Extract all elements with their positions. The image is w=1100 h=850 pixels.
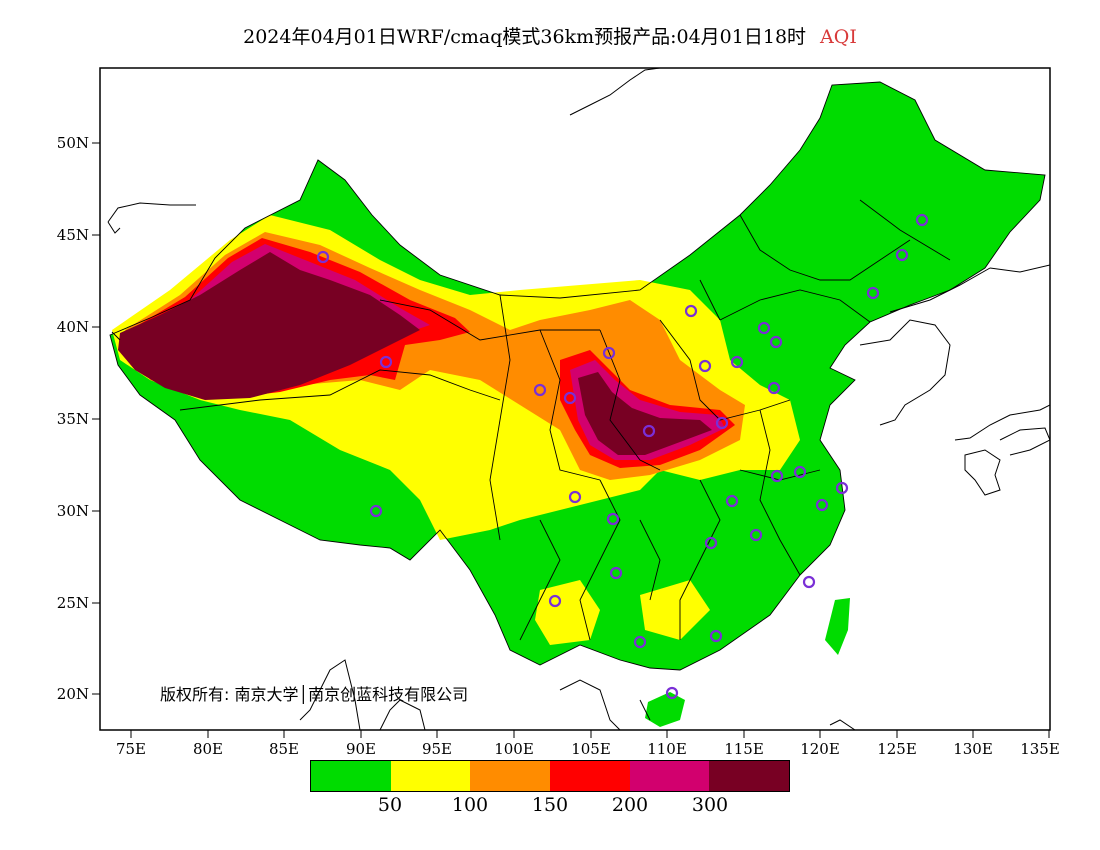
city-marker bbox=[642, 424, 656, 438]
lat-label: 35N bbox=[57, 410, 89, 428]
city-marker bbox=[757, 321, 771, 335]
legend-swatch bbox=[390, 761, 471, 791]
legend-label: 200 bbox=[611, 794, 649, 816]
city-marker bbox=[866, 286, 880, 300]
city-marker bbox=[767, 381, 781, 395]
city-marker bbox=[548, 594, 562, 608]
city-marker bbox=[316, 250, 330, 264]
region-hazardous-central bbox=[578, 372, 712, 455]
coastlines bbox=[107, 68, 1050, 730]
city-marker bbox=[609, 566, 623, 580]
legend-swatch bbox=[311, 761, 391, 791]
lat-label: 40N bbox=[57, 318, 89, 336]
region-moderate-southeast bbox=[640, 580, 710, 640]
aqi-map: 50N 45N 40N 35N 30N 25N 20N 75E 80E 85E … bbox=[57, 67, 1060, 758]
lat-label: 25N bbox=[57, 594, 89, 612]
lon-labels: 75E 80E 85E 90E 95E 100E 105E 110E 115E … bbox=[116, 740, 1060, 758]
taiwan-island bbox=[825, 598, 850, 655]
city-marker bbox=[602, 346, 616, 360]
legend-label: 300 bbox=[691, 794, 729, 816]
city-marker bbox=[665, 686, 679, 700]
province-borders bbox=[109, 81, 1046, 671]
city-marker bbox=[802, 575, 816, 589]
legend-swatch bbox=[550, 761, 630, 791]
city-marker bbox=[684, 304, 698, 318]
color-legend bbox=[310, 760, 790, 792]
city-marker bbox=[533, 383, 547, 397]
city-marker bbox=[769, 335, 783, 349]
legend-label: 50 bbox=[377, 794, 403, 816]
lon-label: 135E bbox=[1020, 740, 1060, 758]
city-marker bbox=[835, 481, 849, 495]
city-marker bbox=[698, 359, 712, 373]
lat-label: 50N bbox=[57, 134, 89, 152]
lon-ticks bbox=[130, 730, 1050, 738]
lon-label: 125E bbox=[877, 740, 917, 758]
city-marker bbox=[895, 248, 909, 262]
lon-label: 80E bbox=[193, 740, 223, 758]
legend-label: 150 bbox=[531, 794, 569, 816]
lon-label: 95E bbox=[422, 740, 452, 758]
city-marker bbox=[770, 469, 784, 483]
city-marker bbox=[709, 629, 723, 643]
city-marker bbox=[568, 490, 582, 504]
lon-label: 110E bbox=[647, 740, 687, 758]
map-frame bbox=[99, 67, 1051, 731]
lat-label: 30N bbox=[57, 502, 89, 520]
copyright-text: 版权所有: 南京大学│南京创蓝科技有限公司 bbox=[160, 685, 469, 704]
lon-label: 120E bbox=[800, 740, 840, 758]
legend-swatch bbox=[709, 761, 790, 791]
hainan-island bbox=[645, 692, 685, 727]
title-variable: AQI bbox=[820, 26, 857, 48]
city-marker bbox=[606, 512, 620, 526]
city-marker bbox=[793, 465, 807, 479]
region-hazardous bbox=[118, 252, 420, 400]
city-marker bbox=[563, 391, 577, 405]
city-marker bbox=[815, 498, 829, 512]
city-marker bbox=[915, 213, 929, 227]
lat-ticks bbox=[92, 142, 100, 695]
city-marker bbox=[749, 528, 763, 542]
map-title: 2024年04月01日WRF/cmaq模式36km预报产品:04月01日18时 A… bbox=[0, 22, 1100, 49]
legend-label: 100 bbox=[451, 794, 489, 816]
lon-label: 90E bbox=[346, 740, 376, 758]
legend-swatch bbox=[470, 761, 551, 791]
lat-label: 45N bbox=[57, 226, 89, 244]
city-marker bbox=[704, 536, 718, 550]
legend-swatch bbox=[629, 761, 710, 791]
city-marker bbox=[730, 355, 744, 369]
lon-label: 100E bbox=[494, 740, 534, 758]
city-markers bbox=[316, 213, 929, 700]
legend-labels: 50 100 150 200 300 bbox=[0, 794, 1100, 818]
lat-label: 20N bbox=[57, 685, 89, 703]
city-marker bbox=[379, 355, 393, 369]
lon-label: 105E bbox=[571, 740, 611, 758]
lon-label: 115E bbox=[724, 740, 764, 758]
city-marker bbox=[369, 504, 383, 518]
city-marker bbox=[715, 416, 729, 430]
title-text: 2024年04月01日WRF/cmaq模式36km预报产品:04月01日18时 bbox=[243, 26, 807, 48]
lat-labels: 50N 45N 40N 35N 30N 25N 20N bbox=[57, 134, 89, 703]
lon-label: 130E bbox=[953, 740, 993, 758]
lon-label: 85E bbox=[269, 740, 299, 758]
city-marker bbox=[725, 494, 739, 508]
lon-label: 75E bbox=[116, 740, 146, 758]
city-marker bbox=[633, 635, 647, 649]
